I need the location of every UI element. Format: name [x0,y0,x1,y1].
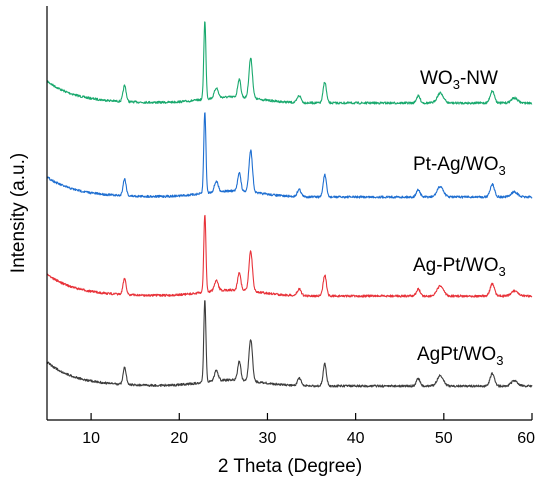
x-tick-label-10: 10 [82,430,100,447]
series-line-2 [46,214,533,298]
x-tick-label-60: 60 [517,430,535,447]
series-line-3 [46,300,533,388]
x-tick-label-30: 30 [259,430,277,447]
series-line-1 [46,112,533,199]
plot-area [46,21,533,388]
x-axis-title: 2 Theta (Degree) [218,456,362,477]
y-axis-title: Intensity (a.u.) [8,153,29,273]
series-line-0 [46,21,533,105]
x-tick-label-50: 50 [435,430,453,447]
series-label-2: Ag-Pt/WO3 [413,255,506,279]
series-label-3: AgPt/WO3 [417,344,503,368]
x-tick-label-40: 40 [347,430,365,447]
series-labels: WO3-NW Pt-Ag/WO3 Ag-Pt/WO3 AgPt/WO3 [413,68,506,368]
x-ticks: 10 20 30 40 50 60 [82,413,535,447]
series-label-0: WO3-NW [420,68,498,92]
x-tick-label-20: 20 [170,430,188,447]
series-label-1: Pt-Ag/WO3 [413,154,506,178]
